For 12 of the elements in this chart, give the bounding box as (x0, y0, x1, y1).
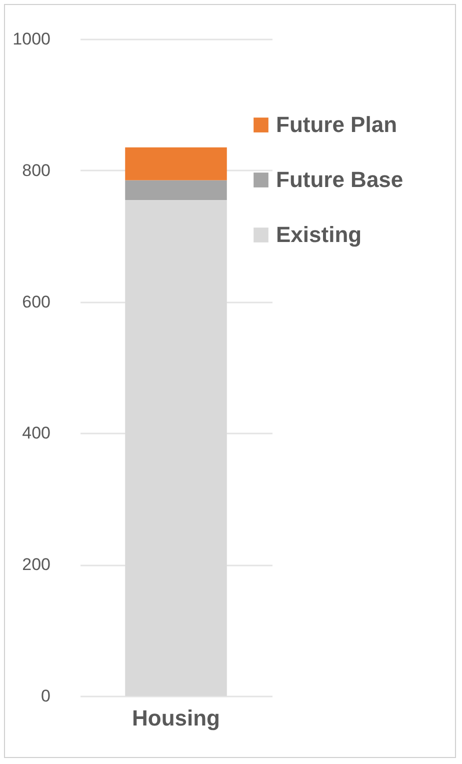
legend-label: Future Plan (276, 112, 398, 137)
legend-label: Existing (276, 222, 362, 247)
legend-label: Future Base (276, 167, 404, 192)
bar (125, 180, 227, 200)
y-tick-label: 600 (22, 292, 50, 312)
y-tick-label: 200 (22, 555, 50, 574)
y-tick-label: 1000 (12, 30, 50, 48)
bar (125, 147, 227, 180)
x-tick-label: Housing (132, 706, 220, 730)
y-tick-label: 0 (41, 686, 50, 706)
y-tick-label: 800 (22, 160, 50, 180)
y-tick-label: 400 (22, 424, 50, 443)
